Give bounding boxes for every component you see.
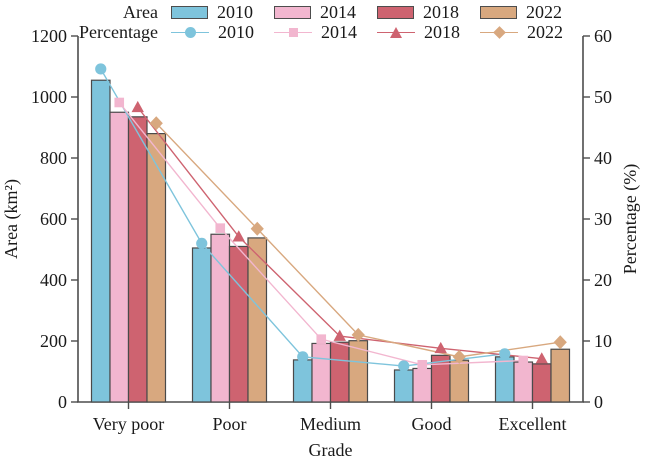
marker-2010-medium bbox=[297, 351, 309, 363]
bar-2014-poor bbox=[210, 233, 231, 403]
marker-2010-very-poor bbox=[95, 63, 107, 75]
right-axis-title: Percentage (%) bbox=[620, 164, 641, 274]
left-axis-tick-label: 200 bbox=[40, 331, 67, 351]
marker-2014-very-poor bbox=[114, 97, 125, 108]
area-2014-swatch-icon bbox=[274, 6, 311, 19]
marker-2014-good bbox=[417, 359, 428, 370]
right-axis-tick-label: 10 bbox=[594, 331, 612, 351]
marker-2022-very-poor bbox=[149, 116, 163, 131]
area-2010-swatch-icon bbox=[171, 6, 208, 19]
legend-entry-pct-2010: 2010 bbox=[167, 22, 270, 43]
bar-2014-very-poor bbox=[109, 111, 130, 403]
legend-entry-area-2014: 2014 bbox=[270, 2, 373, 23]
marker-2018-very-poor bbox=[131, 100, 144, 113]
legend-year-label: 2010 bbox=[218, 22, 254, 42]
bar-2010-excellent bbox=[494, 356, 515, 403]
area-2018-swatch-icon bbox=[377, 6, 414, 19]
legend-row-area: Area 2010 2014 2018 2022 bbox=[71, 2, 579, 22]
legend-year-label: 2022 bbox=[526, 2, 562, 22]
legend-year-label: 2014 bbox=[320, 2, 356, 22]
bar-2018-medium bbox=[329, 341, 350, 403]
marker-2022-poor bbox=[250, 221, 264, 236]
marker-2018-excellent bbox=[535, 352, 548, 364]
legend-year-label: 2018 bbox=[424, 22, 460, 42]
bar-2014-medium bbox=[311, 342, 332, 403]
marker-2018-medium bbox=[333, 329, 346, 341]
bar-2018-poor bbox=[228, 245, 249, 403]
bar-2022-poor bbox=[247, 237, 268, 403]
marker-2022-excellent bbox=[553, 335, 567, 350]
x-category-label: Very poor bbox=[93, 414, 164, 434]
legend-entry-pct-2018: 2018 bbox=[373, 22, 476, 43]
left-axis-tick-label: 400 bbox=[40, 270, 67, 290]
right-axis-tick-label: 50 bbox=[594, 87, 612, 107]
area-2022-swatch-icon bbox=[480, 6, 517, 19]
right-axis-tick-label: 30 bbox=[594, 209, 612, 229]
line-sample-2022 bbox=[480, 26, 518, 40]
legend-area-label: Area bbox=[123, 2, 158, 22]
line-sample-2014 bbox=[274, 26, 312, 40]
legend-entry-pct-2022: 2022 bbox=[476, 22, 579, 43]
legend-year-label: 2014 bbox=[321, 22, 357, 42]
legend-year-label: 2010 bbox=[217, 2, 253, 22]
chart-legend: Area 2010 2014 2018 2022 Percentage bbox=[0, 2, 650, 42]
circle-marker-icon bbox=[184, 27, 196, 38]
bar-2022-very-poor bbox=[146, 133, 167, 403]
bar-2010-poor bbox=[191, 247, 212, 403]
bar-2018-excellent bbox=[531, 363, 552, 403]
right-axis-tick-label: 20 bbox=[594, 270, 612, 290]
legend-year-label: 2018 bbox=[423, 2, 459, 22]
x-category-label: Excellent bbox=[499, 414, 567, 434]
x-axis-title: Grade bbox=[309, 440, 353, 460]
marker-2010-good bbox=[398, 360, 410, 372]
x-category-label: Good bbox=[412, 414, 452, 434]
marker-2018-good bbox=[434, 341, 447, 354]
legend-row-percentage: Percentage 2010 2014 2018 2022 bbox=[71, 22, 579, 42]
legend-percentage-label: Percentage bbox=[79, 22, 158, 42]
left-axis-tick-label: 1200 bbox=[31, 26, 67, 46]
left-axis-tick-label: 600 bbox=[40, 209, 67, 229]
bar-2018-very-poor bbox=[127, 116, 148, 403]
legend-entry-area-2018: 2018 bbox=[373, 2, 476, 23]
bar-2022-good bbox=[449, 359, 470, 403]
left-axis-title: Area (km²) bbox=[1, 179, 22, 259]
left-axis-tick-label: 1000 bbox=[31, 87, 67, 107]
bar-2010-very-poor bbox=[90, 79, 111, 403]
left-axis-tick-label: 0 bbox=[58, 392, 67, 412]
line-sample-2018 bbox=[377, 26, 415, 40]
marker-2014-medium bbox=[316, 334, 327, 344]
bar-2022-excellent bbox=[550, 348, 571, 403]
legend-entry-pct-2014: 2014 bbox=[270, 22, 373, 43]
percentage-line-2014 bbox=[118, 102, 524, 366]
legend-entry-area-2010: 2010 bbox=[167, 2, 270, 23]
left-axis-tick-label: 800 bbox=[40, 148, 67, 168]
legend-entry-area-2022: 2022 bbox=[476, 2, 579, 23]
marker-2022-good bbox=[452, 349, 466, 364]
bar-2010-medium bbox=[292, 359, 313, 403]
right-axis-tick-label: 60 bbox=[594, 26, 612, 46]
bar-2014-excellent bbox=[513, 361, 534, 403]
marker-2010-excellent bbox=[499, 348, 511, 360]
marker-2022-medium bbox=[351, 327, 365, 342]
square-marker-icon bbox=[288, 28, 298, 37]
marker-2018-poor bbox=[232, 230, 245, 242]
triangle-marker-icon bbox=[390, 27, 402, 38]
x-category-label: Poor bbox=[212, 414, 246, 434]
legend-year-label: 2022 bbox=[527, 22, 563, 42]
x-category-label: Medium bbox=[300, 414, 361, 434]
line-sample-2010 bbox=[171, 26, 209, 40]
right-axis-tick-label: 0 bbox=[594, 392, 603, 412]
marker-2010-poor bbox=[196, 237, 208, 249]
right-axis-tick-label: 40 bbox=[594, 148, 612, 168]
bar-2014-good bbox=[412, 367, 433, 403]
bar-2010-good bbox=[393, 369, 414, 403]
marker-2014-excellent bbox=[518, 355, 529, 366]
marker-2014-poor bbox=[215, 223, 226, 233]
